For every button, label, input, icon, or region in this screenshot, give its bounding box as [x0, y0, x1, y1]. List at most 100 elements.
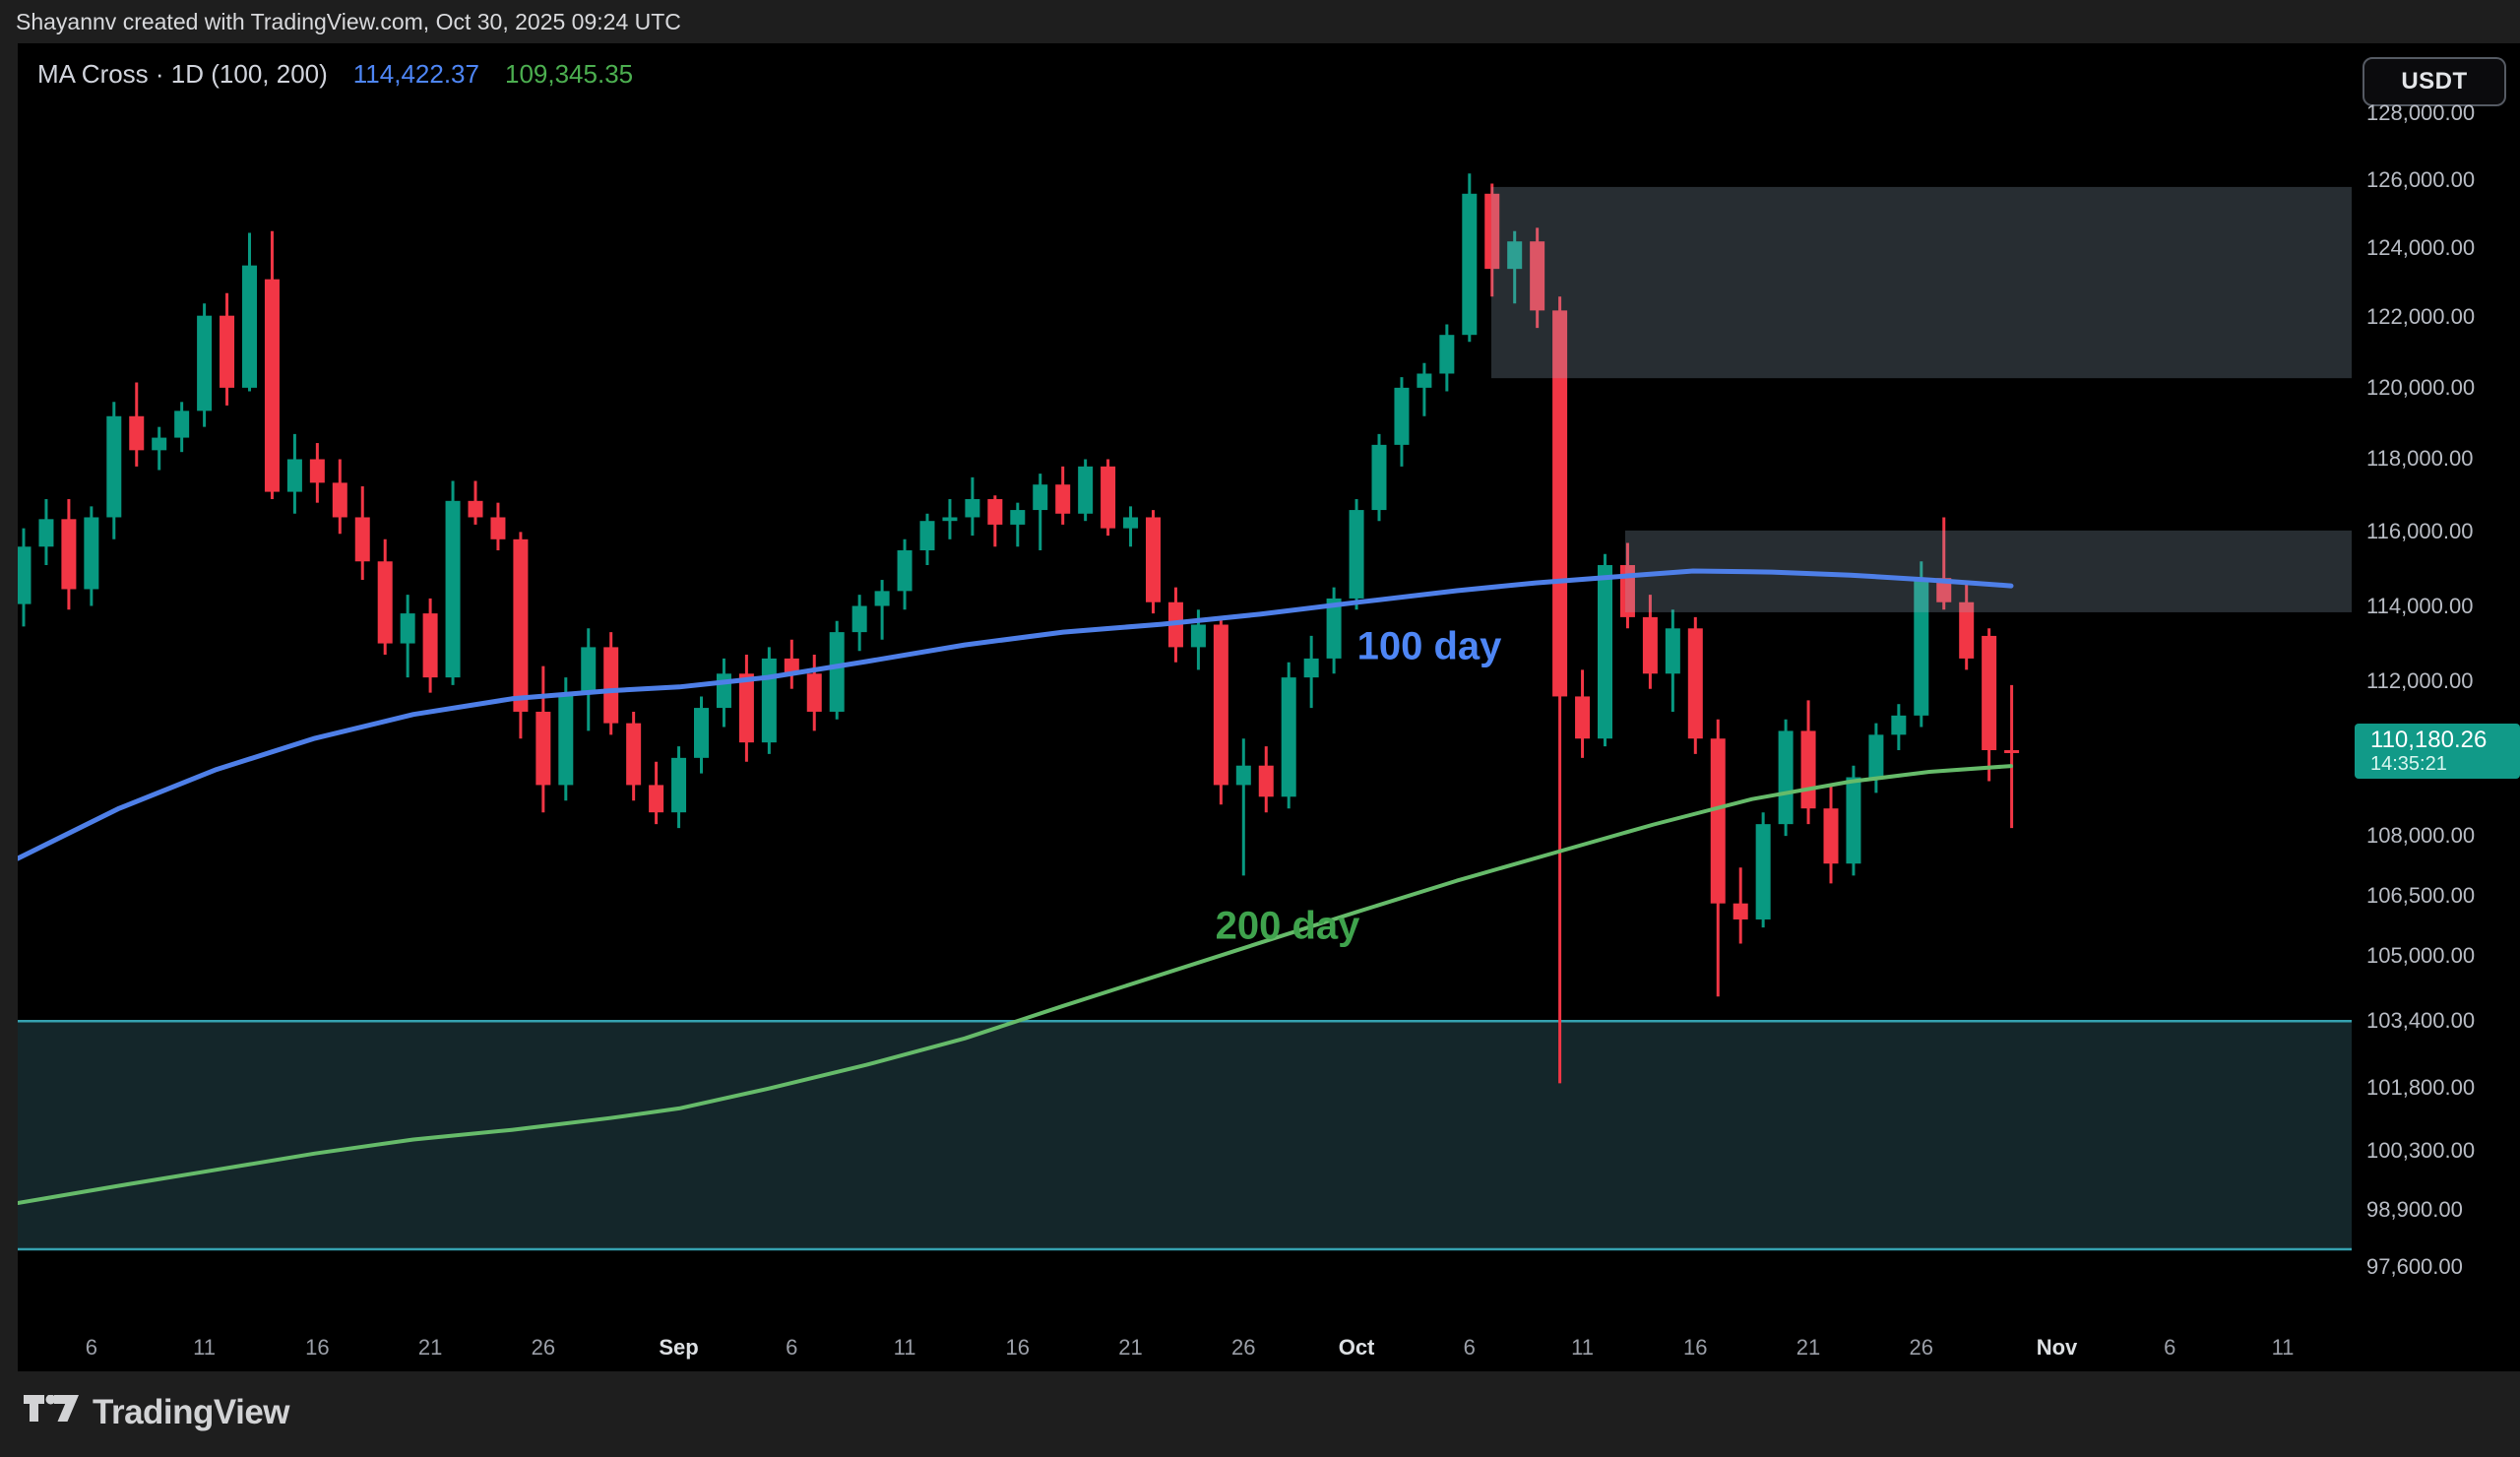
price-tick: 118,000.00: [2366, 446, 2474, 472]
time-tick: 6: [2164, 1335, 2176, 1360]
supply-zone-upper: [1491, 186, 2352, 379]
candle-body: [897, 550, 913, 592]
chart-canvas[interactable]: [18, 43, 2520, 1371]
candle-body: [626, 723, 642, 786]
candle-body: [1552, 310, 1568, 697]
candle-body: [422, 613, 438, 678]
candle-body: [1258, 765, 1274, 797]
candles: [18, 173, 2020, 1084]
time-tick: 21: [417, 1335, 443, 1360]
candle-body: [309, 459, 325, 483]
candle-body: [1868, 734, 1884, 778]
candle-body: [1778, 730, 1794, 825]
candle-body: [1598, 565, 1612, 739]
price-tick: 126,000.00: [2366, 167, 2476, 193]
candle-body: [738, 673, 754, 743]
zones-above: [1491, 186, 2352, 612]
time-scale[interactable]: 6 11 16 21 26 Sep 6 11 16 21 26 Oct 6 11 16 21 26 Nov 6 11: [18, 1324, 2352, 1371]
candle-body: [1936, 578, 1952, 602]
candle-body: [1213, 624, 1228, 786]
candle-body: [2004, 749, 2020, 753]
candle-body: [1484, 193, 1500, 270]
candle-body: [851, 605, 867, 633]
candle-body: [694, 708, 709, 758]
candle-body: [513, 538, 529, 712]
time-tick: 16: [1005, 1335, 1031, 1360]
indicator-name: MA Cross · 1D (100, 200): [37, 59, 328, 89]
currency-toggle-button[interactable]: USDT: [2362, 57, 2506, 106]
zones-below: [18, 1019, 2352, 1251]
candle-body: [400, 613, 415, 644]
candle-body: [1823, 808, 1839, 864]
candle-body: [761, 658, 777, 743]
time-tick: Oct: [1338, 1335, 1375, 1360]
candle-body: [468, 500, 483, 518]
ma-line: [18, 764, 2013, 1205]
candle-body: [1394, 387, 1410, 445]
price-tick: 100,300.00: [2366, 1137, 2476, 1163]
price-tick: 122,000.00: [2366, 304, 2476, 330]
price-tick: 116,000.00: [2366, 519, 2474, 544]
candle-body: [1281, 677, 1296, 797]
ma-line: [18, 568, 2014, 861]
candle-body: [152, 437, 167, 451]
demand-zone: [18, 1021, 2352, 1249]
candle-body: [354, 517, 370, 562]
candle-body: [1055, 484, 1071, 514]
bar-countdown: 14:35:21: [2370, 752, 2447, 775]
footer-bar: TradingView: [0, 1371, 2520, 1457]
candle-body: [1914, 578, 1929, 716]
tradingview-logo-icon: [24, 1395, 79, 1422]
candle-body: [1417, 373, 1432, 388]
candle-body: [603, 647, 619, 724]
candle-body: [1687, 628, 1703, 739]
candle-body: [38, 519, 54, 547]
candle-body: [377, 561, 393, 644]
candle-body: [829, 632, 845, 712]
header-bar: Shayannv created with TradingView.com, O…: [0, 0, 2520, 43]
time-tick: 11: [1571, 1335, 1594, 1360]
brand-name: TradingView: [93, 1393, 290, 1431]
candle-body: [332, 482, 347, 518]
candle-body: [581, 647, 597, 693]
time-tick: 6: [85, 1335, 97, 1360]
candle-body: [1800, 730, 1816, 809]
time-tick: 26: [531, 1335, 556, 1360]
last-price-badge: 110,180.26 14:35:21: [2355, 723, 2520, 779]
tradingview-brand[interactable]: TradingView: [24, 1393, 290, 1432]
candle-body: [965, 498, 980, 518]
time-tick: 6: [786, 1335, 798, 1360]
candle-body: [1665, 628, 1680, 674]
time-tick: 21: [1118, 1335, 1143, 1360]
candle-body: [1439, 335, 1455, 374]
candle-body: [1146, 517, 1161, 602]
candle-body: [558, 692, 574, 786]
time-tick: 16: [305, 1335, 330, 1360]
candle-body: [1642, 616, 1658, 674]
candle-body: [1462, 193, 1478, 336]
time-tick: 6: [1463, 1335, 1476, 1360]
candle-body: [1033, 484, 1048, 511]
candle-body: [1235, 765, 1251, 786]
candle-body: [445, 500, 461, 678]
candle-body: [1190, 624, 1206, 648]
time-tick: Nov: [2036, 1335, 2078, 1360]
ma200-annotation: 200 day: [1215, 904, 1360, 948]
candle-body: [987, 498, 1003, 525]
price-tick: 98,900.00: [2366, 1197, 2463, 1223]
candle-body: [286, 459, 302, 492]
ma100-value: 114,422.37: [352, 59, 479, 89]
candle-body: [1349, 510, 1364, 599]
candle-body: [1982, 635, 1997, 750]
price-tick: 128,000.00: [2366, 100, 2476, 125]
candle-body: [536, 711, 551, 786]
price-scale[interactable]: 128,000.00 126,000.00 124,000.00 122,000.00…: [2352, 43, 2520, 1324]
price-tick: 103,400.00: [2366, 1008, 2476, 1034]
candle-body: [1959, 602, 1975, 659]
candle-body: [1371, 444, 1387, 511]
price-tick: 124,000.00: [2366, 235, 2476, 261]
indicator-legend[interactable]: MA Cross · 1D (100, 200) 114,422.37 109,…: [37, 59, 633, 90]
candle-body: [174, 411, 190, 438]
price-tick: 108,000.00: [2366, 823, 2476, 849]
time-tick: 26: [1909, 1335, 1934, 1360]
